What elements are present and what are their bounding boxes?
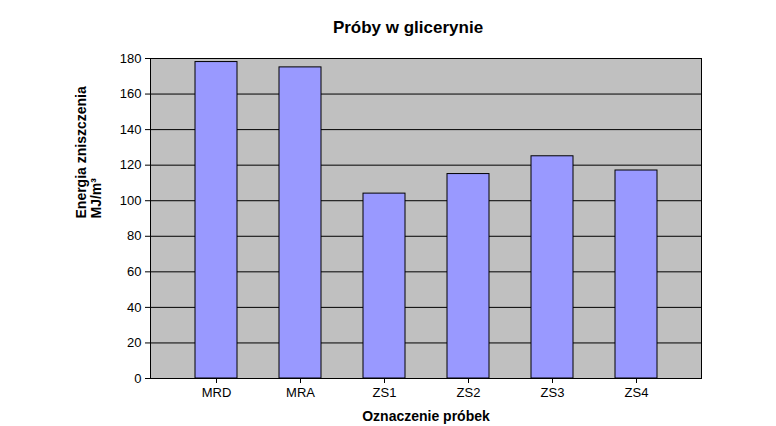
svg-text:Energia zniszczeniaMJ/m³: Energia zniszczeniaMJ/m³ xyxy=(73,86,104,218)
svg-text:60: 60 xyxy=(127,264,141,279)
svg-text:ZS1: ZS1 xyxy=(373,385,397,400)
svg-text:MRA: MRA xyxy=(286,385,315,400)
svg-text:ZS2: ZS2 xyxy=(457,385,481,400)
svg-text:Oznaczenie próbek: Oznaczenie próbek xyxy=(362,408,490,424)
svg-text:80: 80 xyxy=(127,228,141,243)
svg-text:180: 180 xyxy=(120,51,142,66)
svg-text:140: 140 xyxy=(120,122,142,137)
svg-text:20: 20 xyxy=(127,335,141,350)
svg-text:ZS4: ZS4 xyxy=(625,385,649,400)
svg-text:0: 0 xyxy=(134,371,141,386)
svg-text:120: 120 xyxy=(120,157,142,172)
svg-text:40: 40 xyxy=(127,300,141,315)
svg-text:160: 160 xyxy=(120,86,142,101)
svg-text:MRD: MRD xyxy=(202,385,232,400)
html-text:Próby w glicerynie: Próby w glicerynie xyxy=(332,18,484,37)
svg-text:100: 100 xyxy=(120,193,142,208)
svg-text:ZS3: ZS3 xyxy=(541,385,565,400)
